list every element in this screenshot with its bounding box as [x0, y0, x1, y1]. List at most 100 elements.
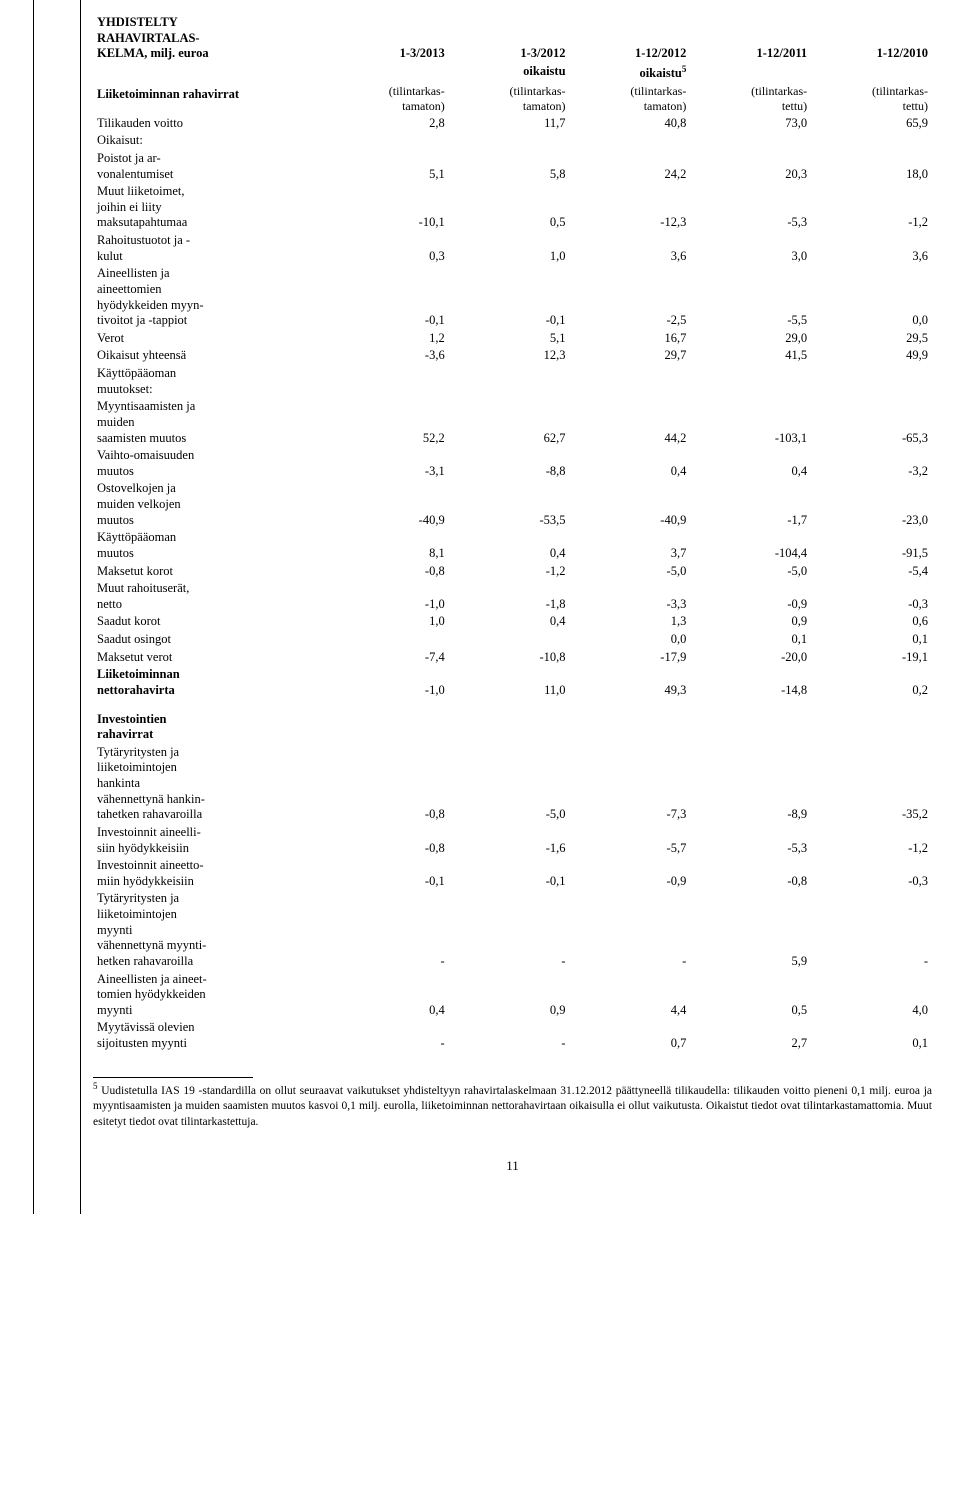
row-value: -3,2 — [811, 447, 932, 480]
row-value: 41,5 — [690, 347, 811, 365]
row-value: -40,9 — [570, 480, 691, 529]
row-value: 0,5 — [449, 183, 570, 232]
table-row: Liiketoiminnan nettorahavirta-1,011,049,… — [93, 666, 932, 699]
row-value: -1,0 — [328, 666, 449, 699]
footnote-rule — [93, 1077, 253, 1078]
table-row: Oikaisut: — [93, 132, 932, 150]
row-label: Saadut osingot — [93, 631, 328, 649]
row-value: - — [328, 1019, 449, 1052]
row-value: -91,5 — [811, 529, 932, 562]
table-row: Maksetut verot-7,4-10,8-17,9-20,0-19,1 — [93, 649, 932, 667]
row-label: Maksetut korot — [93, 563, 328, 581]
header-row-sub: Liiketoiminnan rahavirrat (tilintarkas- … — [93, 83, 932, 115]
row-value: -7,3 — [570, 744, 691, 824]
row-value: -1,8 — [449, 580, 570, 613]
row-label: Investoinnit aineetto- miin hyödykkeisii… — [93, 857, 328, 890]
row-value: -35,2 — [811, 744, 932, 824]
row-value: -5,0 — [570, 563, 691, 581]
row-value: 5,1 — [449, 330, 570, 348]
section2-title-row: Investointien rahavirrat — [93, 708, 932, 744]
row-value: -10,8 — [449, 649, 570, 667]
table-row: Investoinnit aineetto- miin hyödykkeisii… — [93, 857, 932, 890]
row-value: -3,3 — [570, 580, 691, 613]
row-value: -1,2 — [811, 824, 932, 857]
row-value: 18,0 — [811, 150, 932, 183]
row-label: Poistot ja ar- vonalentumiset — [93, 150, 328, 183]
table-row: Myyntisaamisten ja muiden saamisten muut… — [93, 398, 932, 447]
row-label: Aineellisten ja aineet- tomien hyödykkei… — [93, 971, 328, 1020]
row-value: 0,0 — [811, 265, 932, 330]
row-value: -104,4 — [690, 529, 811, 562]
row-value: -5,3 — [690, 824, 811, 857]
row-value: 2,8 — [328, 115, 449, 133]
row-value: -5,3 — [690, 183, 811, 232]
row-value: 62,7 — [449, 398, 570, 447]
section2-title: Investointien rahavirrat — [93, 708, 328, 744]
row-value: -1,0 — [328, 580, 449, 613]
row-value — [328, 132, 449, 150]
row-value: 0,4 — [690, 447, 811, 480]
row-value: 1,3 — [570, 613, 691, 631]
row-value: 29,7 — [570, 347, 691, 365]
row-value: 4,0 — [811, 971, 932, 1020]
row-value: 20,3 — [690, 150, 811, 183]
row-value: 0,1 — [811, 631, 932, 649]
row-value: -7,4 — [328, 649, 449, 667]
row-value: - — [811, 890, 932, 970]
row-value: 65,9 — [811, 115, 932, 133]
row-label: Liiketoiminnan nettorahavirta — [93, 666, 328, 699]
row-value: - — [570, 890, 691, 970]
row-value: -0,1 — [328, 265, 449, 330]
row-value: -19,1 — [811, 649, 932, 667]
row-value: 2,7 — [690, 1019, 811, 1052]
row-value: - — [328, 890, 449, 970]
row-value — [328, 365, 449, 398]
col-header: 1-12/2010 — [811, 14, 932, 63]
row-value: -53,5 — [449, 480, 570, 529]
row-value — [811, 132, 932, 150]
row-value: -5,7 — [570, 824, 691, 857]
table-row: Muut liiketoimet, joihin ei liity maksut… — [93, 183, 932, 232]
row-value: 0,6 — [811, 613, 932, 631]
row-value: -5,5 — [690, 265, 811, 330]
row-value: 44,2 — [570, 398, 691, 447]
table-row: Ostovelkojen ja muiden velkojen muutos -4… — [93, 480, 932, 529]
row-label: Myyntisaamisten ja muiden saamisten muut… — [93, 398, 328, 447]
row-value: 8,1 — [328, 529, 449, 562]
row-label: Muut rahoituserät, netto — [93, 580, 328, 613]
row-value — [449, 132, 570, 150]
row-value: 3,6 — [570, 232, 691, 265]
row-value: -1,7 — [690, 480, 811, 529]
section2-body: Tytäryritysten ja liiketoimintojen hanki… — [93, 744, 932, 1053]
row-value: -3,1 — [328, 447, 449, 480]
row-value: 0,4 — [328, 971, 449, 1020]
table-row: Aineellisten ja aineet- tomien hyödykkei… — [93, 971, 932, 1020]
row-label: Tilikauden voitto — [93, 115, 328, 133]
row-value: 11,0 — [449, 666, 570, 699]
table-row: Aineellisten ja aineettomien hyödykkeide… — [93, 265, 932, 330]
footnote-marker: 5 — [682, 64, 687, 74]
table-row: Verot1,25,116,729,029,5 — [93, 330, 932, 348]
row-value: 24,2 — [570, 150, 691, 183]
row-value: -0,8 — [328, 744, 449, 824]
row-label: Käyttöpääoman muutokset: — [93, 365, 328, 398]
row-value: 0,3 — [328, 232, 449, 265]
row-value: 49,9 — [811, 347, 932, 365]
row-label: Aineellisten ja aineettomien hyödykkeide… — [93, 265, 328, 330]
row-value: 73,0 — [690, 115, 811, 133]
row-value: 1,0 — [449, 232, 570, 265]
row-value: -0,1 — [449, 857, 570, 890]
footnote: 5 Uudistetulla IAS 19 -standardilla on o… — [93, 1080, 932, 1130]
row-value: -8,8 — [449, 447, 570, 480]
table-row: Poistot ja ar- vonalentumiset5,15,824,22… — [93, 150, 932, 183]
table-row: Maksetut korot-0,8-1,2-5,0-5,0-5,4 — [93, 563, 932, 581]
row-value: -14,8 — [690, 666, 811, 699]
row-label: Tytäryritysten ja liiketoimintojen myynt… — [93, 890, 328, 970]
oikaistu-label-fn: oikaistu5 — [570, 63, 691, 83]
row-value: 49,3 — [570, 666, 691, 699]
row-label: Ostovelkojen ja muiden velkojen muutos — [93, 480, 328, 529]
row-value: -3,6 — [328, 347, 449, 365]
row-value: 5,8 — [449, 150, 570, 183]
table-row: Käyttöpääoman muutos8,10,43,7-104,4-91,5 — [93, 529, 932, 562]
col-header: 1-3/2012 — [449, 14, 570, 63]
